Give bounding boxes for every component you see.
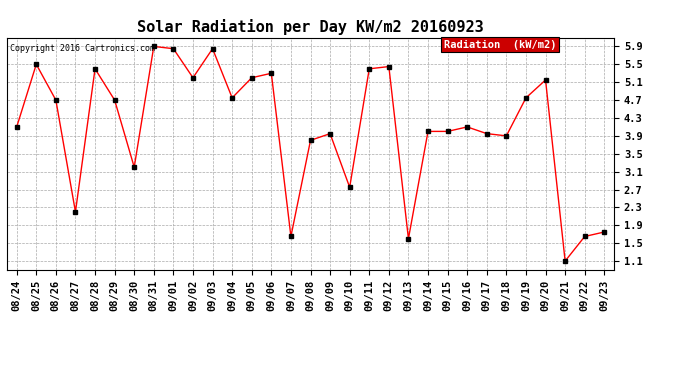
Title: Solar Radiation per Day KW/m2 20160923: Solar Radiation per Day KW/m2 20160923 xyxy=(137,19,484,35)
Text: Radiation  (kW/m2): Radiation (kW/m2) xyxy=(444,40,557,50)
Text: Copyright 2016 Cartronics.com: Copyright 2016 Cartronics.com xyxy=(10,45,155,54)
